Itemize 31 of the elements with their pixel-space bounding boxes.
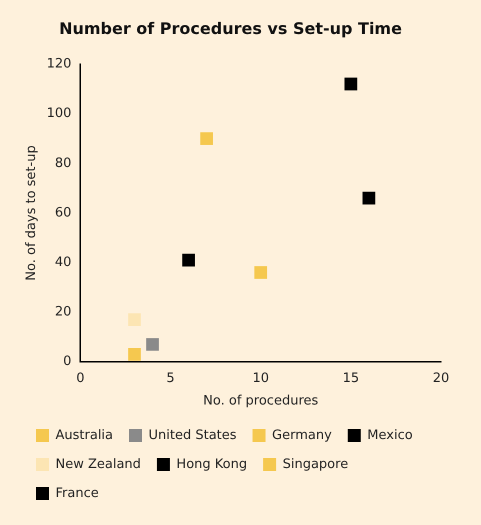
y-tick-label: 20 <box>54 304 72 320</box>
y-tick-label: 40 <box>54 254 72 270</box>
point <box>128 348 141 361</box>
y-tick-label: 120 <box>46 56 72 72</box>
x-tick-label: 0 <box>76 370 85 386</box>
legend-label: Australia <box>56 428 114 443</box>
point <box>182 254 195 266</box>
legend-label: United States <box>148 428 237 443</box>
legend-label: New Zealand <box>56 456 141 472</box>
x-axis-title: No. of procedures <box>203 394 318 409</box>
y-tick-label: 0 <box>63 354 72 370</box>
legend-label: Germany <box>272 428 332 443</box>
legend-label: Singapore <box>282 456 348 472</box>
legend-label: France <box>56 486 99 501</box>
y-tick-label: 60 <box>54 205 72 220</box>
chart-title: Number of Procedures vs Set-up Time <box>59 18 402 38</box>
point <box>128 313 141 326</box>
point <box>254 266 268 279</box>
y-tick-label: 80 <box>54 156 72 171</box>
legend-label: Mexico <box>367 428 413 443</box>
x-tick-label: 10 <box>252 370 269 386</box>
point <box>200 132 213 145</box>
y-tick-label: 100 <box>46 106 72 122</box>
point <box>362 192 376 204</box>
x-tick-label: 15 <box>342 370 360 386</box>
legend-label: Hong Kong <box>176 456 248 472</box>
x-tick-label: 20 <box>432 370 450 386</box>
x-tick-label: 5 <box>166 370 175 386</box>
point <box>146 338 159 351</box>
y-axis-title: No. of days to set-up <box>24 145 40 281</box>
point <box>344 78 358 90</box>
